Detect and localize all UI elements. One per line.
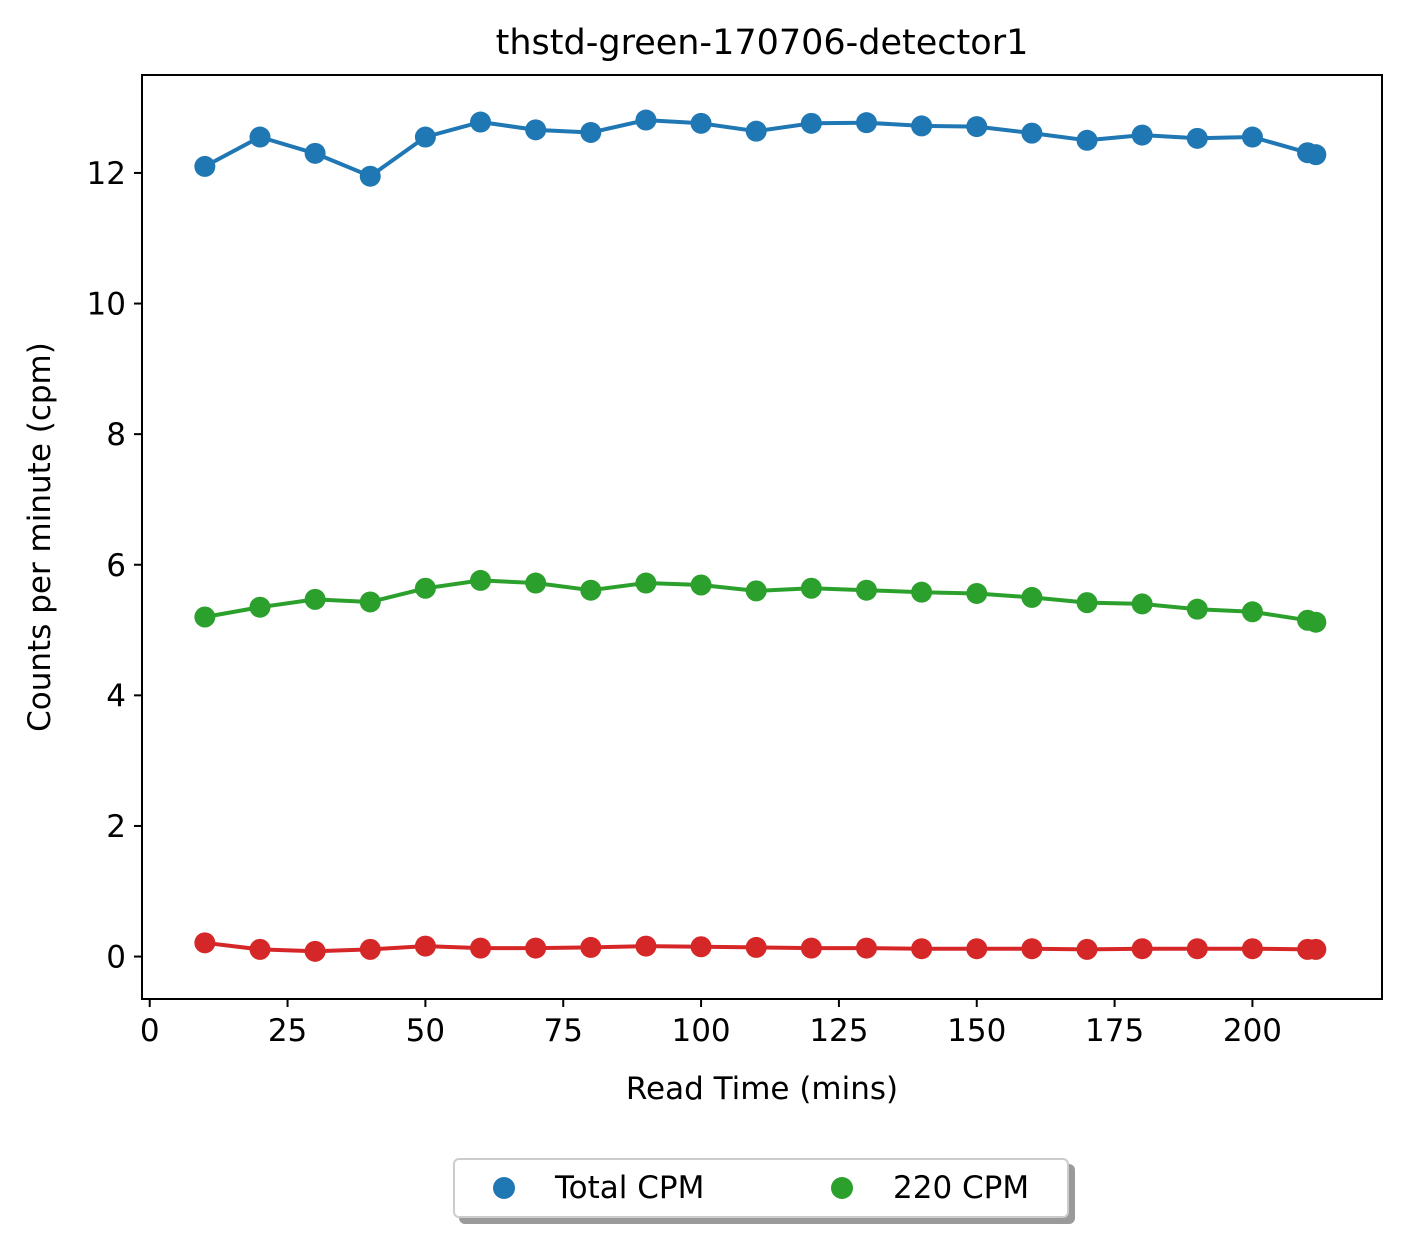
data-point-2-11 [800, 937, 822, 959]
data-point-0-10 [745, 120, 767, 142]
x-tick-label: 150 [947, 1013, 1006, 1049]
x-tick-label: 25 [268, 1013, 307, 1049]
data-point-1-10 [745, 580, 767, 602]
x-tick-label: 125 [809, 1013, 868, 1049]
data-point-0-1 [249, 126, 271, 148]
series-line-0 [203, 118, 1317, 179]
data-point-0-14 [966, 116, 988, 138]
data-point-1-21 [1305, 611, 1327, 633]
legend: Total CPM 220 CPM [453, 1158, 1069, 1218]
data-point-0-17 [1131, 124, 1153, 146]
y-tick-label: 6 [106, 548, 126, 584]
data-point-2-17 [1131, 938, 1153, 960]
data-point-0-19 [1241, 126, 1263, 148]
series-line-2 [204, 940, 1316, 954]
data-point-0-11 [800, 112, 822, 134]
y-tick-label: 0 [106, 940, 126, 976]
y-tick-label: 4 [106, 678, 126, 714]
data-point-1-11 [800, 577, 822, 599]
chart-title: thstd-green-170706-detector1 [496, 23, 1029, 63]
data-point-1-0 [194, 606, 216, 628]
data-point-1-12 [855, 579, 877, 601]
data-point-2-18 [1186, 938, 1208, 960]
x-tick-label: 175 [1085, 1013, 1144, 1049]
y-tick-label: 10 [87, 287, 126, 323]
legend-label-220-cpm: 220 CPM [893, 1170, 1030, 1206]
data-point-2-7 [580, 936, 602, 958]
data-point-2-15 [1021, 938, 1043, 960]
data-point-1-13 [911, 581, 933, 603]
data-point-2-10 [745, 936, 767, 958]
x-tick-label: 200 [1223, 1013, 1282, 1049]
y-tick-label: 12 [87, 156, 126, 192]
data-point-1-2 [304, 588, 326, 610]
x-tick-label: 50 [406, 1013, 445, 1049]
series-line-1 [204, 578, 1317, 625]
data-point-0-5 [470, 111, 492, 133]
data-point-1-8 [635, 572, 657, 594]
data-point-2-0 [194, 932, 216, 954]
data-point-2-19 [1241, 938, 1263, 960]
data-point-2-8 [635, 935, 657, 957]
data-point-1-7 [580, 579, 602, 601]
data-point-1-18 [1186, 598, 1208, 620]
data-point-0-18 [1186, 127, 1208, 149]
data-point-0-12 [855, 112, 877, 134]
y-axis-label: Counts per minute (cpm) [22, 342, 58, 732]
data-point-2-16 [1076, 938, 1098, 960]
data-point-0-15 [1021, 122, 1043, 144]
data-point-0-4 [414, 126, 436, 148]
data-point-2-2 [304, 940, 326, 962]
data-point-1-9 [690, 574, 712, 596]
legend-marker-220-cpm [831, 1177, 853, 1199]
legend-marker-total-cpm [493, 1177, 515, 1199]
data-point-0-16 [1076, 129, 1098, 151]
x-tick-label: 100 [671, 1013, 730, 1049]
data-point-2-4 [414, 935, 436, 957]
data-point-0-13 [911, 115, 933, 137]
data-point-1-14 [966, 582, 988, 604]
legend-item-total-cpm: Total CPM [493, 1160, 704, 1216]
y-tick-label: 8 [106, 417, 126, 453]
data-point-0-0 [194, 155, 216, 177]
data-point-2-12 [855, 937, 877, 959]
data-point-0-21 [1305, 144, 1327, 166]
data-point-1-4 [414, 577, 436, 599]
x-axis-label: Read Time (mins) [626, 1071, 898, 1107]
data-point-1-6 [525, 572, 547, 594]
y-tick-label: 2 [106, 809, 126, 845]
data-point-1-15 [1021, 586, 1043, 608]
data-point-1-17 [1131, 593, 1153, 615]
data-point-1-16 [1076, 592, 1098, 614]
data-point-2-6 [525, 937, 547, 959]
data-point-1-1 [249, 596, 271, 618]
data-point-2-5 [470, 937, 492, 959]
data-point-2-21 [1305, 938, 1327, 960]
data-point-2-1 [249, 938, 271, 960]
data-point-2-14 [966, 938, 988, 960]
data-point-2-13 [911, 938, 933, 960]
data-point-2-3 [359, 938, 381, 960]
data-point-1-19 [1241, 601, 1263, 623]
x-tick-label: 0 [140, 1013, 160, 1049]
data-point-1-3 [359, 591, 381, 613]
legend-item-220-cpm: 220 CPM [831, 1160, 1029, 1216]
data-point-1-5 [470, 569, 492, 591]
x-tick-label: 75 [544, 1013, 583, 1049]
data-point-0-7 [580, 121, 602, 143]
data-point-0-3 [359, 165, 381, 187]
plot-area-frame [141, 74, 1383, 1000]
data-point-0-6 [525, 119, 547, 141]
data-point-0-2 [304, 142, 326, 164]
data-point-0-8 [635, 109, 657, 131]
legend-label-total-cpm: Total CPM [555, 1170, 705, 1206]
data-point-0-9 [690, 112, 712, 134]
data-point-2-9 [690, 936, 712, 958]
